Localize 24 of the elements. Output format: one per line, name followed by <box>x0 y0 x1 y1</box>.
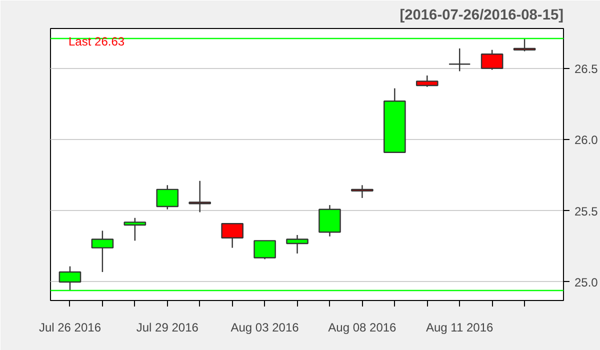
candlestick <box>318 204 341 238</box>
candlestick <box>188 180 212 213</box>
candlestick <box>286 234 308 254</box>
candlestick <box>351 184 374 199</box>
x-tick-label: Aug 08 2016 <box>328 320 397 334</box>
y-tick-label: 26.5 <box>574 62 598 76</box>
candlestick <box>91 230 114 273</box>
x-tick-label: Aug 11 2016 <box>426 320 494 334</box>
candlestick <box>124 217 146 242</box>
candlestick <box>480 49 504 70</box>
y-tick-label: 26.0 <box>574 133 598 148</box>
chart-subtitle: [2016-07-26/2016-08-15] <box>400 8 564 24</box>
x-tick-label: Aug 03 2016 <box>230 320 300 334</box>
candlestick <box>254 240 276 260</box>
candlestick <box>416 74 438 88</box>
y-tick-label: 25.0 <box>574 275 598 290</box>
y-tick-label: 25.5 <box>574 204 598 218</box>
x-tick-label: Jul 29 2016 <box>136 320 199 334</box>
candlestick <box>221 223 244 248</box>
candlestick <box>156 184 179 210</box>
candlestick <box>513 38 536 52</box>
annotation: Last 26.63 <box>68 34 125 48</box>
candlestick <box>448 48 471 72</box>
x-tick-label: Jul 26 2016 <box>38 320 102 334</box>
